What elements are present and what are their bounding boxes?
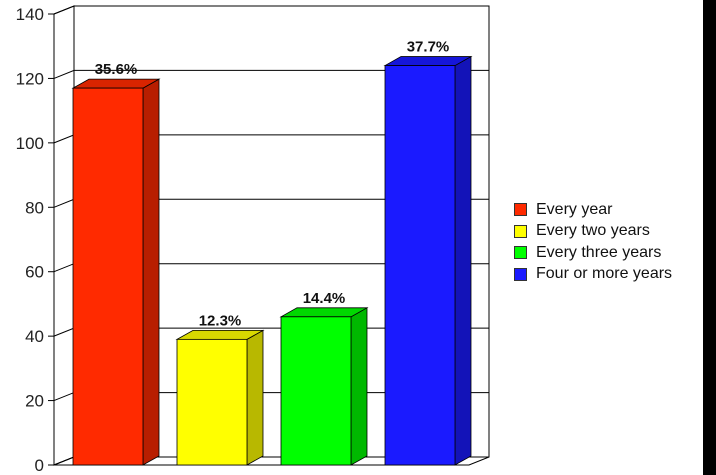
legend-item: Every three years bbox=[514, 242, 672, 264]
bar-side bbox=[142, 78, 160, 466]
legend-label: Every three years bbox=[536, 243, 662, 261]
bar bbox=[71, 78, 161, 466]
y-tick-label: 140 bbox=[16, 5, 44, 24]
y-tick-label: 0 bbox=[35, 456, 44, 475]
bar-side bbox=[246, 329, 264, 466]
legend-item: Every two years bbox=[514, 221, 672, 243]
legend-swatch bbox=[514, 203, 527, 217]
y-tick-label: 100 bbox=[16, 134, 44, 153]
legend-label: Every two years bbox=[536, 222, 650, 240]
y-tick-label: 60 bbox=[25, 263, 44, 282]
legend-swatch bbox=[514, 224, 527, 238]
gridline bbox=[53, 5, 489, 15]
gridline bbox=[53, 69, 489, 79]
y-tick-label: 40 bbox=[25, 327, 44, 346]
bar-front bbox=[384, 65, 456, 466]
data-labels: 35.6% 12.3% 14.4% 37.7% bbox=[95, 39, 450, 330]
bar-front bbox=[280, 316, 352, 466]
bar-side bbox=[454, 55, 472, 466]
data-label: 35.6% bbox=[95, 61, 138, 78]
bar bbox=[383, 55, 473, 466]
y-tick-label: 80 bbox=[25, 198, 44, 217]
bar-top bbox=[383, 56, 473, 66]
bar-top bbox=[279, 307, 369, 318]
window-edge bbox=[703, 0, 716, 475]
y-tick-label: 120 bbox=[16, 69, 44, 88]
legend: Every year Every two years Every three yea… bbox=[514, 199, 672, 285]
bar-side bbox=[350, 307, 368, 466]
legend-label: Every year bbox=[536, 200, 613, 218]
legend-swatch bbox=[514, 267, 527, 281]
bar-front bbox=[72, 87, 144, 466]
bars bbox=[71, 55, 473, 466]
data-label: 14.4% bbox=[303, 290, 346, 307]
bar bbox=[279, 307, 369, 466]
bar-front bbox=[176, 338, 248, 466]
legend-item: Every year bbox=[514, 199, 672, 221]
y-axis: 0 20 40 60 80 100 120 140 bbox=[16, 5, 55, 475]
legend-label: Four or more years bbox=[536, 265, 673, 283]
data-label: 37.7% bbox=[407, 39, 450, 56]
y-tick-label: 20 bbox=[25, 392, 44, 411]
data-label: 12.3% bbox=[199, 312, 242, 329]
bar-top bbox=[71, 78, 161, 89]
legend-swatch bbox=[514, 246, 527, 260]
legend-item: Four or more years bbox=[514, 264, 672, 286]
bar bbox=[175, 329, 265, 466]
bar-top bbox=[175, 329, 265, 340]
